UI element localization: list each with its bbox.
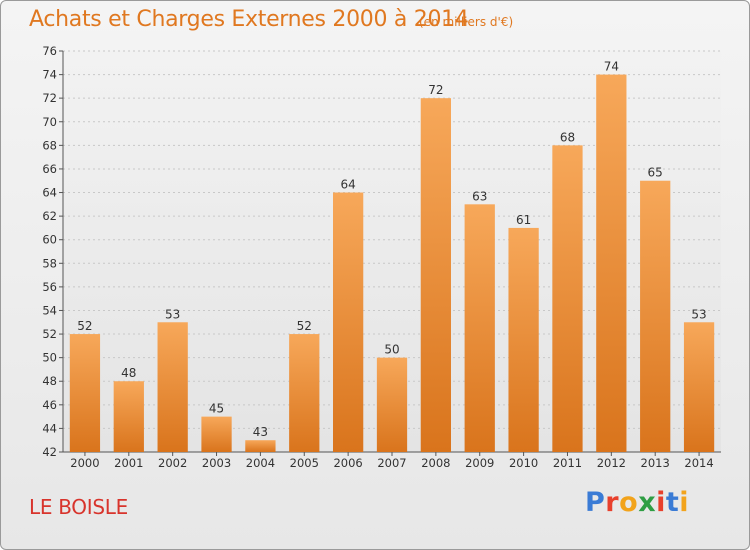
bar [420, 98, 452, 453]
chart-subtitle: (en milliers d'€) [419, 15, 514, 29]
bar [596, 74, 627, 453]
y-tick-label: 52 [42, 327, 57, 341]
y-tick-label: 56 [42, 280, 57, 294]
bar-value-label: 52 [297, 319, 312, 333]
x-tick-label: 2010 [509, 456, 538, 470]
bar-value-label: 68 [560, 130, 575, 144]
bar-value-label: 63 [472, 189, 487, 203]
bar [113, 381, 144, 452]
bar-value-label: 45 [209, 402, 224, 416]
bar-value-label: 65 [648, 166, 663, 180]
x-tick-label: 2011 [553, 456, 582, 470]
bar-value-label: 50 [384, 343, 399, 357]
x-tick-label: 2007 [377, 456, 406, 470]
y-tick-label: 48 [42, 374, 57, 388]
x-tick-label: 2006 [333, 456, 362, 470]
y-tick-label: 70 [42, 115, 57, 129]
y-tick-label: 68 [42, 138, 57, 152]
bar-value-label: 52 [77, 319, 92, 333]
bar [508, 227, 539, 452]
x-tick-label: 2009 [465, 456, 494, 470]
bar [245, 440, 276, 452]
y-tick-label: 66 [42, 162, 57, 176]
bar [289, 334, 320, 452]
bar [157, 322, 188, 452]
y-tick-label: 62 [42, 209, 57, 223]
bar [69, 334, 101, 452]
bar [332, 192, 364, 452]
y-tick-label: 44 [42, 421, 57, 435]
bar [683, 322, 715, 452]
x-tick-label: 2005 [290, 456, 319, 470]
y-tick-label: 54 [42, 303, 57, 317]
commune-name: LE BOISLE [29, 495, 128, 519]
x-tick-label: 2013 [641, 456, 670, 470]
x-tick-label: 2002 [158, 456, 187, 470]
y-tick-label: 42 [42, 445, 57, 459]
plot-area: 42 44 46 48 50 52 54 56 58 60 62 64 66 68 70 72 74 76 52 20… [42, 44, 721, 470]
y-tick-label: 72 [42, 91, 57, 105]
y-tick-label: 76 [42, 44, 57, 58]
y-tick-label: 46 [42, 398, 57, 412]
bar-value-label: 72 [428, 83, 443, 97]
bar [552, 145, 583, 452]
bar-value-label: 53 [165, 307, 180, 321]
bar [376, 357, 408, 452]
bar-value-label: 48 [121, 366, 136, 380]
y-tick-label: 58 [42, 256, 57, 270]
x-tick-label: 2012 [597, 456, 626, 470]
y-tick-label: 60 [42, 233, 57, 247]
y-tick-label: 74 [42, 68, 57, 82]
chart-title: Achats et Charges Externes 2000 à 2014 [29, 7, 469, 32]
bar-value-label: 64 [340, 178, 355, 192]
bar-value-label: 43 [253, 425, 268, 439]
y-tick-label: 50 [42, 351, 57, 365]
x-tick-label: 2008 [421, 456, 450, 470]
x-tick-label: 2014 [684, 456, 713, 470]
bar-value-label: 53 [691, 307, 706, 321]
proxiti-logo: Proxiti [585, 487, 690, 518]
bar [201, 416, 232, 452]
bar-value-label: 61 [516, 213, 531, 227]
bar [640, 180, 671, 452]
x-tick-label: 2004 [246, 456, 275, 470]
y-tick-label: 64 [42, 186, 57, 200]
x-tick-label: 2001 [114, 456, 143, 470]
x-tick-label: 2000 [70, 456, 99, 470]
bar-value-label: 74 [604, 60, 619, 74]
bar [464, 204, 495, 452]
x-tick-label: 2003 [202, 456, 231, 470]
